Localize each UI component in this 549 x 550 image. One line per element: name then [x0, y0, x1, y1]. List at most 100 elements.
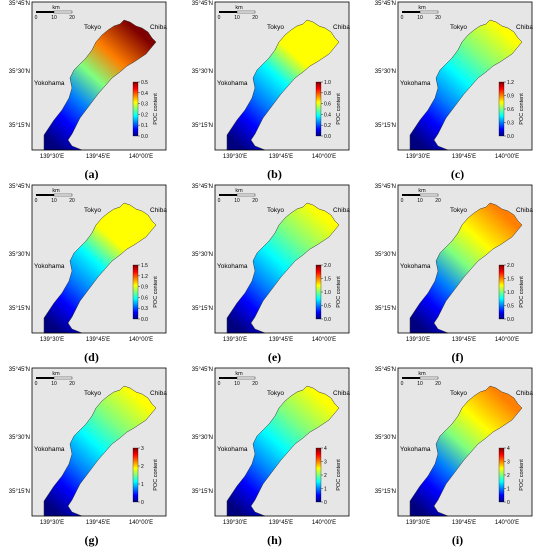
bay-map: 35°45'N 35°30'N 35°15'N 139°30'E 139°45'E 140…	[375, 184, 534, 343]
scale-bar: km 0 10 20	[401, 5, 441, 21]
svg-text:10: 10	[417, 15, 423, 21]
svg-text:10: 10	[417, 381, 423, 387]
svg-text:km: km	[52, 188, 60, 194]
latitude-label: 35°30'N	[9, 69, 30, 75]
colorbar-tick: 0.5	[141, 80, 148, 86]
colorbar-tick: 0.2	[324, 123, 331, 129]
colorbar-title: POC content	[336, 276, 342, 308]
colorbar-tick: 0.6	[141, 295, 148, 301]
poc-field	[226, 202, 340, 334]
place-tokyo: Tokyo	[84, 390, 101, 397]
colorbar	[132, 81, 139, 137]
svg-text:0: 0	[401, 381, 404, 387]
place-chiba: Chiba	[516, 24, 533, 31]
longitude-label: 139°45'E	[86, 337, 110, 343]
colorbar-tick: 1.5	[141, 263, 148, 269]
latitude-label: 35°30'N	[375, 435, 396, 441]
map-panel: 35°45'N 35°30'N 35°15'N 139°30'E 139°45'E 140…	[183, 366, 366, 549]
latitude-label: 35°45'N	[9, 184, 30, 190]
scale-bar: km 0 10 20	[218, 371, 258, 387]
poc-field	[43, 202, 157, 334]
place-chiba: Chiba	[150, 390, 167, 397]
svg-text:20: 20	[435, 15, 441, 21]
map-frame	[397, 1, 533, 151]
svg-text:20: 20	[435, 198, 441, 204]
colorbar-tick: 1.5	[507, 277, 514, 283]
scale-bar: km 0 10 20	[35, 188, 75, 204]
colorbar-tick: 3	[141, 446, 144, 452]
colorbar-tick: 3	[324, 460, 327, 466]
colorbar-tick: 1.0	[324, 290, 331, 296]
svg-text:20: 20	[69, 381, 75, 387]
svg-text:20: 20	[69, 15, 75, 21]
map-panel: 35°45'N 35°30'N 35°15'N 139°30'E 139°45'E 140…	[0, 0, 183, 183]
svg-text:km: km	[52, 371, 60, 377]
colorbar-tick: 2.0	[324, 263, 331, 269]
place-yokohama: Yokohama	[34, 80, 65, 87]
poc-field	[409, 385, 523, 517]
colorbar-tick: 1.0	[324, 80, 331, 86]
colorbar-tick: 0.2	[141, 112, 148, 118]
svg-text:20: 20	[252, 381, 258, 387]
place-chiba: Chiba	[333, 207, 350, 214]
svg-text:km: km	[418, 188, 426, 194]
scale-bar: km 0 10 20	[218, 5, 258, 21]
place-tokyo: Tokyo	[84, 207, 101, 214]
longitude-label: 139°45'E	[452, 520, 476, 526]
latitude-label: 35°45'N	[9, 1, 30, 7]
poc-field	[226, 19, 340, 151]
panel-label: (e)	[267, 350, 282, 364]
svg-text:10: 10	[234, 15, 240, 21]
place-tokyo: Tokyo	[450, 390, 467, 397]
colorbar-tick: 4	[324, 446, 327, 452]
map-panel: 35°45'N 35°30'N 35°15'N 139°30'E 139°45'E 140…	[183, 0, 366, 183]
colorbar-title: POC content	[519, 276, 525, 308]
colorbar-tick: 1.0	[507, 290, 514, 296]
place-tokyo: Tokyo	[450, 24, 467, 31]
longitude-label: 140°00'E	[495, 154, 519, 160]
colorbar-title: POC content	[153, 276, 159, 308]
colorbar-tick: 0.5	[507, 304, 514, 310]
place-chiba: Chiba	[516, 207, 533, 214]
longitude-label: 139°30'E	[406, 154, 430, 160]
svg-text:20: 20	[252, 198, 258, 204]
colorbar-tick: 0.4	[324, 112, 331, 118]
longitude-label: 139°45'E	[269, 520, 293, 526]
colorbar-title: POC content	[153, 459, 159, 491]
colorbar-title: POC content	[519, 93, 525, 125]
colorbar-tick: 0.0	[324, 317, 331, 323]
panel-label: (d)	[84, 350, 99, 364]
place-tokyo: Tokyo	[267, 24, 284, 31]
panel-label: (a)	[84, 167, 99, 181]
map-panel: 35°45'N 35°30'N 35°15'N 139°30'E 139°45'E 140…	[366, 0, 549, 183]
colorbar-title: POC content	[336, 93, 342, 125]
map-panel: 35°45'N 35°30'N 35°15'N 139°30'E 139°45'E 140…	[366, 183, 549, 366]
latitude-label: 35°30'N	[375, 69, 396, 75]
map-frame	[31, 1, 167, 151]
scale-bar: km 0 10 20	[401, 371, 441, 387]
poc-field	[409, 19, 523, 151]
place-yokohama: Yokohama	[217, 263, 248, 270]
panel-label: (g)	[84, 533, 99, 547]
latitude-label: 35°30'N	[9, 252, 30, 258]
longitude-label: 139°30'E	[406, 337, 430, 343]
colorbar-title: POC content	[153, 93, 159, 125]
colorbar-tick: 0	[324, 500, 327, 506]
latitude-label: 35°30'N	[375, 252, 396, 258]
colorbar-tick: 0	[141, 500, 144, 506]
longitude-label: 139°30'E	[40, 337, 64, 343]
colorbar	[498, 81, 505, 137]
colorbar-tick: 4	[507, 446, 510, 452]
colorbar-title: POC content	[519, 459, 525, 491]
longitude-label: 139°30'E	[223, 337, 247, 343]
scale-bar: km 0 10 20	[218, 188, 258, 204]
longitude-label: 139°30'E	[223, 154, 247, 160]
place-yokohama: Yokohama	[400, 263, 431, 270]
latitude-label: 35°30'N	[9, 435, 30, 441]
colorbar-tick: 0.3	[141, 102, 148, 108]
scale-bar: km 0 10 20	[401, 188, 441, 204]
map-frame	[214, 1, 350, 151]
latitude-label: 35°30'N	[192, 252, 213, 258]
colorbar-tick: 0.6	[507, 107, 514, 113]
